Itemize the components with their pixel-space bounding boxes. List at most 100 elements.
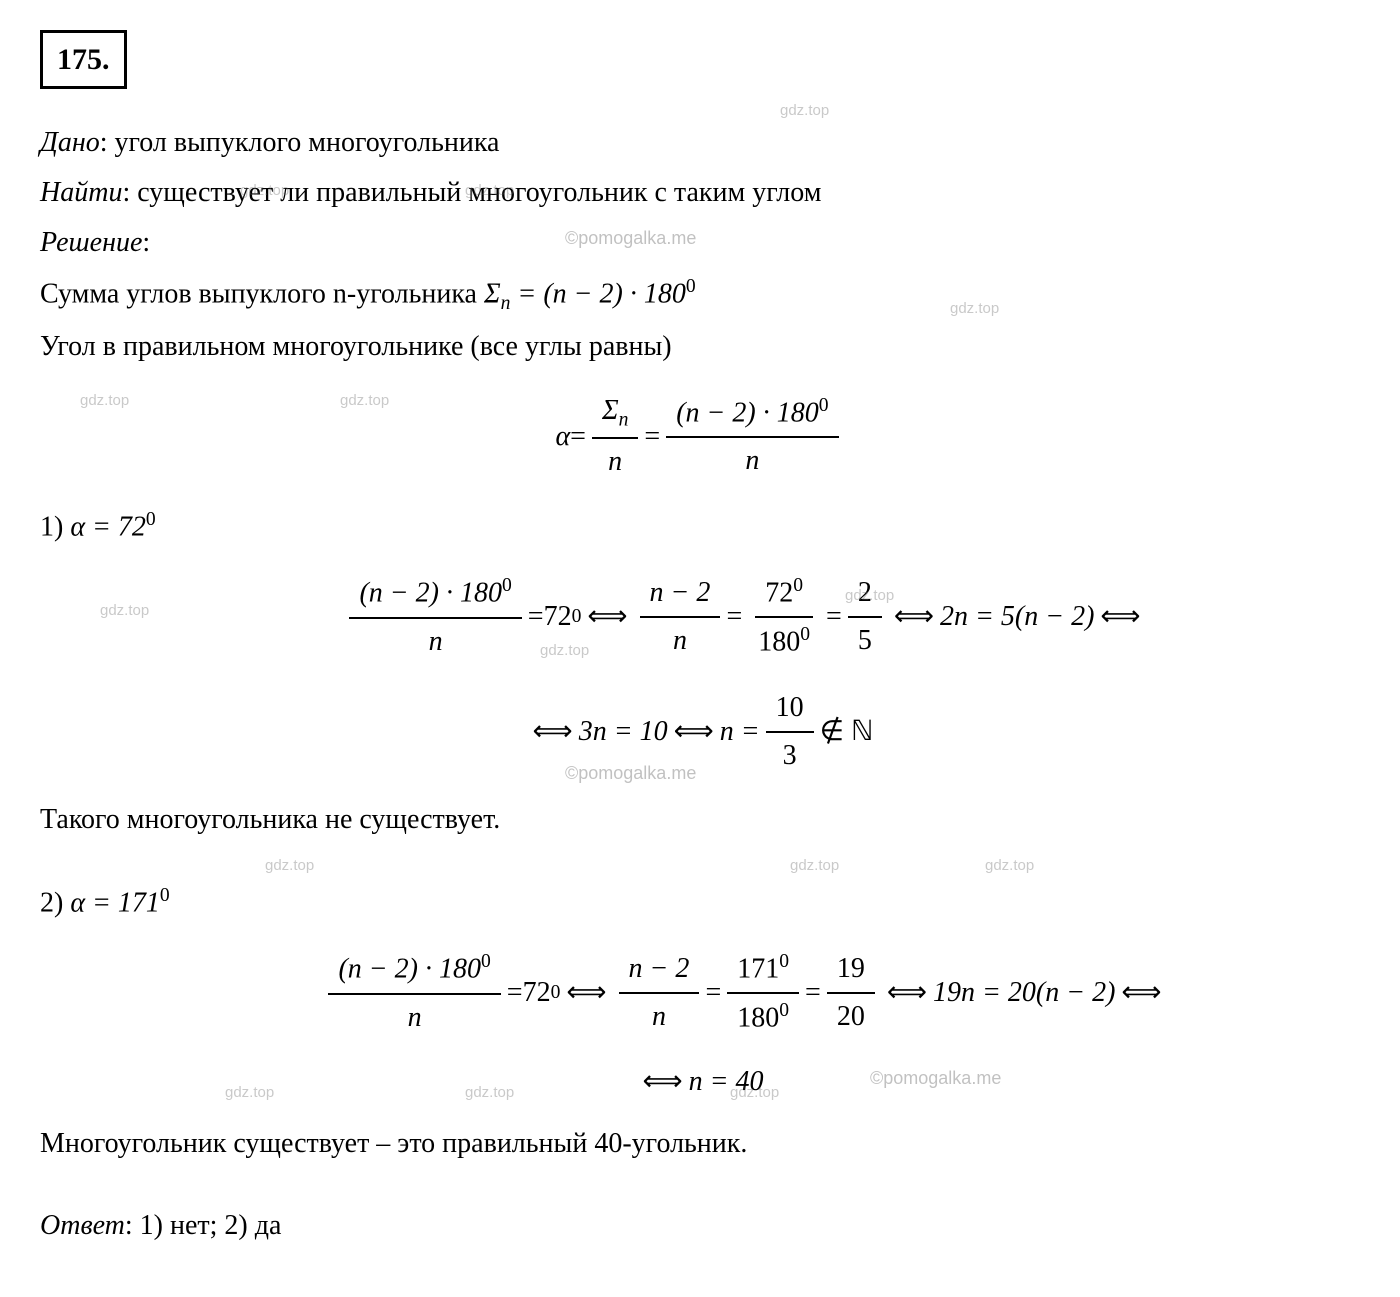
c2-171: 171 [737, 953, 779, 984]
equiv-6: ⟺ [566, 972, 606, 1014]
case2-frac3: 1710 1800 [727, 945, 799, 1042]
c1-180: 180 [758, 626, 800, 657]
answer-label: Ответ [40, 1210, 125, 1241]
c1-num3: 720 [755, 569, 813, 618]
c2-num1: (n − 2) · 180 [338, 954, 481, 985]
c1-step1: 2n = 5(n − 2) [940, 596, 1094, 638]
case1-frac1: (n − 2) · 1800 n [349, 569, 521, 664]
problem-number: 175. [40, 30, 127, 89]
c1-num2: n − 2 [640, 570, 721, 618]
solution-label: Решение [40, 227, 142, 258]
case2-label: 2) [40, 888, 70, 919]
c1-num4: 2 [848, 570, 882, 618]
n-minus-2-den: n [735, 438, 769, 484]
c2-den1: n [398, 995, 432, 1041]
c2-num2: n − 2 [619, 946, 700, 994]
equiv-1: ⟺ [587, 596, 627, 638]
c1-72b: 72 [765, 577, 793, 608]
case1-alpha: α = 72 [70, 512, 146, 543]
sigma-den: n [598, 439, 632, 485]
c1-num1: (n − 2) · 180 [359, 578, 502, 609]
sum-formula-line: Сумма углов выпуклого n-угольника Σn = (… [40, 272, 1360, 318]
c1-num5: 10 [766, 685, 814, 733]
find-text: : существует ли правильный многоугольник… [122, 177, 821, 208]
c1-step3: n = [720, 711, 760, 753]
degree-4: 0 [502, 575, 512, 596]
c2-step2: n = 40 [689, 1061, 764, 1103]
c1-den2: n [663, 618, 697, 664]
sigma-var: Σ [484, 278, 501, 309]
n-minus-2-num: (n − 2) · 180 [676, 397, 819, 428]
c2-num3: 1710 [727, 945, 799, 994]
eq-c1-2: = [726, 596, 742, 638]
eq-c2-2: = [705, 972, 721, 1014]
degree-10: 0 [551, 978, 561, 1007]
case1-frac3: 720 1800 [748, 569, 820, 666]
case1-equation-1: (n − 2) · 1800 n = 720 ⟺ n − 2 n = 720 1… [130, 569, 1360, 666]
fraction-sigma: Σn n [592, 388, 638, 485]
case1-frac2: n − 2 n [640, 570, 721, 664]
angle-text: Угол в правильном многоугольнике (все уг… [40, 331, 672, 362]
degree-2: 0 [819, 395, 829, 416]
case1-label: 1) [40, 512, 70, 543]
angle-text-line: Угол в правильном многоугольнике (все уг… [40, 326, 1360, 368]
case2-frac2: n − 2 n [619, 946, 700, 1040]
eq-c1-3: = [826, 596, 842, 638]
equiv-8: ⟺ [1121, 972, 1161, 1014]
watermark-gdz: gdz.top [780, 100, 829, 123]
case2-equation-1: (n − 2) · 1800 n = 720 ⟺ n − 2 n = 1710 … [130, 945, 1360, 1042]
case1-frac4: 2 5 [848, 570, 882, 664]
case2-equation-2: ⟺ n = 40 [40, 1061, 1360, 1103]
equiv-5: ⟺ [674, 711, 714, 753]
degree-11: 0 [779, 951, 789, 972]
eq-2: = [644, 416, 660, 458]
degree-5: 0 [572, 602, 582, 631]
sigma-sub: n [501, 293, 511, 314]
c2-den4: 20 [827, 994, 875, 1040]
fraction-n-minus-2: (n − 2) · 1800 n [666, 389, 838, 484]
c2-den2: n [642, 994, 676, 1040]
given-text: : угол выпуклого многоугольника [100, 127, 500, 158]
eq-c1-1: = [528, 596, 544, 638]
c1-step2: 3n = 10 [579, 711, 668, 753]
equiv-2: ⟺ [894, 596, 934, 638]
case1-equation-2: ⟺ 3n = 10 ⟺ n = 10 3 ∉ ℕ [40, 685, 1360, 779]
solution-colon: : [142, 227, 150, 258]
degree-6: 0 [793, 575, 803, 596]
c2-num4: 19 [827, 946, 875, 994]
equiv-9: ⟺ [642, 1061, 682, 1103]
find-label: Найти [40, 177, 122, 208]
degree-8: 0 [160, 885, 170, 906]
alpha-1: α [555, 416, 570, 458]
case1-conclusion: Такого многоугольника не существует. [40, 799, 1360, 841]
case2-frac4: 19 20 [827, 946, 875, 1040]
not-in-N: ∉ ℕ [820, 711, 874, 753]
case2-alpha: α = 171 [70, 888, 160, 919]
answer-line: Ответ: 1) нет; 2) да [40, 1205, 1360, 1247]
answer-text: : 1) нет; 2) да [125, 1210, 282, 1241]
c2-180: 180 [737, 1002, 779, 1033]
case2-conclusion: Многоугольник существует – это правильны… [40, 1123, 1360, 1165]
given-label: Дано [40, 127, 100, 158]
eq-c2-3: = [805, 972, 821, 1014]
degree-3: 0 [146, 509, 156, 530]
sigma-num: Σ [602, 395, 619, 426]
case1-frac5: 10 3 [766, 685, 814, 779]
case1-header: 1) α = 720 [40, 505, 1360, 548]
c1-den4: 5 [848, 618, 882, 664]
case2-header: 2) α = 1710 [40, 881, 1360, 924]
c1-den3: 1800 [748, 618, 820, 665]
c2-step1: 19n = 20(n − 2) [933, 972, 1115, 1014]
degree-12: 0 [779, 1000, 789, 1021]
eq-c2-1: = [507, 972, 523, 1014]
degree-9: 0 [481, 951, 491, 972]
equiv-3: ⟺ [1100, 596, 1140, 638]
c1-den1: n [419, 619, 453, 665]
sigma-num-sub: n [619, 410, 629, 431]
alpha-formula: α = Σn n = (n − 2) · 1800 n [40, 388, 1360, 485]
sum-text: Сумма углов выпуклого n-угольника [40, 278, 484, 309]
solution-line: Решение: [40, 222, 1360, 264]
sum-eq: = (n − 2) · 180 [510, 278, 685, 309]
equiv-7: ⟺ [887, 972, 927, 1014]
degree-1: 0 [686, 276, 696, 297]
